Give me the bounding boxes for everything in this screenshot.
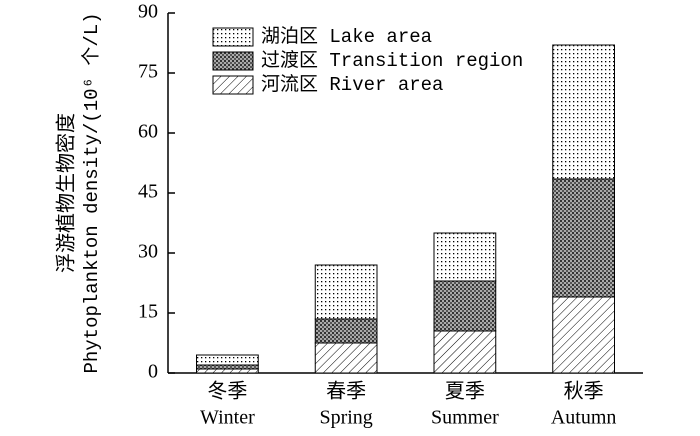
x-tick-label: 秋季 <box>564 380 604 403</box>
y-tick-label: 0 <box>148 361 158 383</box>
y-tick-label: 75 <box>138 61 158 83</box>
y-axis-label: Phytoplankton density/(10⁶ 个/L) <box>80 12 103 373</box>
legend-label: 河流区 River area <box>261 73 443 96</box>
bar-segment <box>552 178 615 298</box>
bar-segment <box>196 354 259 366</box>
x-tick-label: Spring <box>319 407 372 429</box>
legend-swatch <box>212 51 254 71</box>
y-axis-label: 浮游植物生物密度 <box>55 113 78 273</box>
x-tick-label: Autumn <box>551 407 617 429</box>
x-tick-label: Summer <box>431 407 499 429</box>
bar-segment <box>196 368 259 374</box>
x-tick-label: 冬季 <box>207 380 247 403</box>
x-tick-label: 春季 <box>326 380 366 403</box>
bar-segment <box>433 232 497 282</box>
y-tick-label: 15 <box>138 301 158 323</box>
x-tick-label: 夏季 <box>445 380 485 403</box>
legend-label: 过渡区 Transition region <box>261 49 523 72</box>
bar-segment <box>314 264 378 320</box>
bar-segment <box>314 318 378 344</box>
legend-swatch <box>212 75 254 95</box>
y-tick-label: 45 <box>138 181 158 203</box>
bar-segment <box>433 280 497 332</box>
bar-segment <box>196 364 259 370</box>
y-tick-label: 60 <box>138 121 158 143</box>
bar-segment <box>314 342 378 374</box>
bar-segment <box>552 296 615 374</box>
x-tick-label: Winter <box>200 407 255 429</box>
legend-swatch <box>212 27 254 47</box>
bar-segment <box>552 44 615 180</box>
bar-segment <box>433 330 497 374</box>
legend-label: 湖泊区 Lake area <box>261 25 432 48</box>
y-tick-label: 90 <box>138 1 158 23</box>
y-tick-label: 30 <box>138 241 158 263</box>
